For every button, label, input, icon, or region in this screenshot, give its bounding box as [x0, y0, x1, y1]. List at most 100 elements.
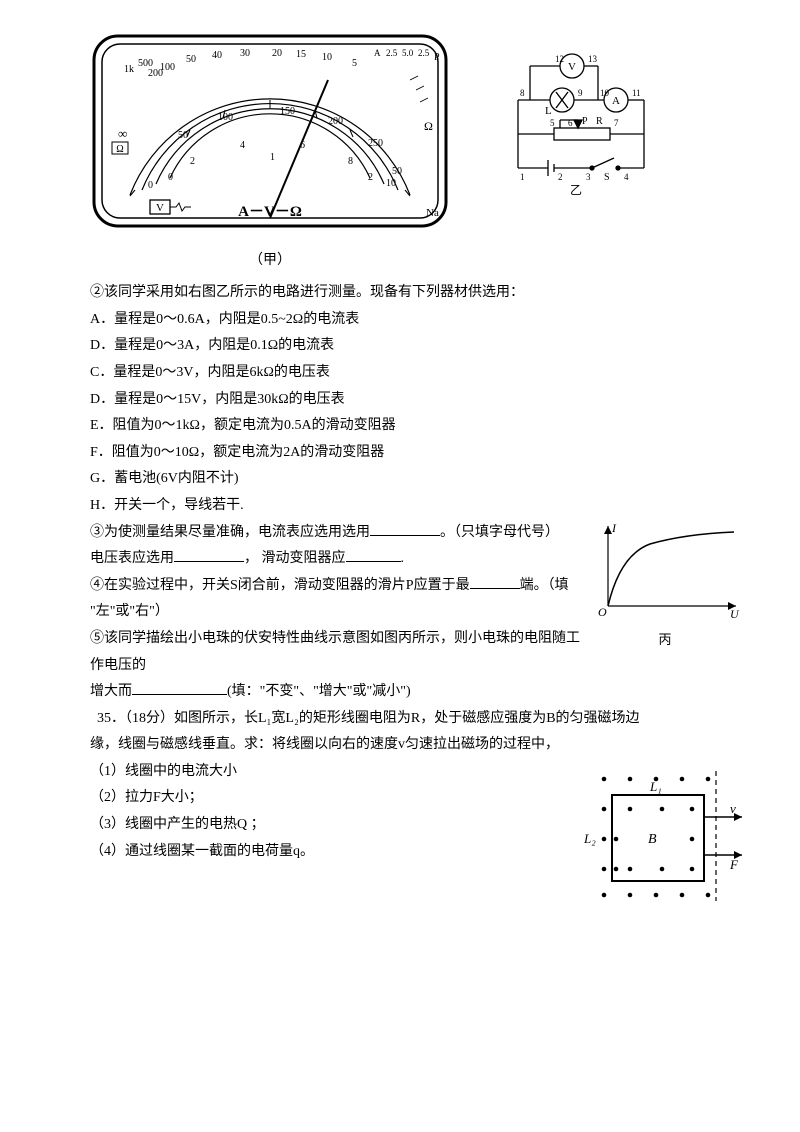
svg-text:V: V: [568, 61, 576, 73]
svg-text:v: v: [730, 801, 736, 816]
option-h: H．开关一个，导线若干.: [90, 493, 740, 520]
graph-bing: I U O 丙: [590, 520, 740, 653]
svg-text:12: 12: [555, 54, 564, 64]
svg-text:30: 30: [240, 48, 250, 59]
svg-text:1: 1: [270, 152, 275, 163]
q5b-tail: (填："不变"、"增大"或"减小"): [227, 684, 411, 699]
multimeter-svg: A－V－Ω 1k 500 200 100 50 40 30 20 15 10 5…: [90, 30, 450, 235]
svg-text:100: 100: [160, 62, 175, 73]
svg-text:1: 1: [520, 172, 525, 182]
svg-text:∞: ∞: [118, 126, 127, 141]
q3b-mid: ， 滑动变阻器应: [244, 551, 346, 566]
svg-text:250: 250: [368, 138, 383, 149]
svg-text:15: 15: [296, 49, 306, 60]
svg-text:3: 3: [586, 172, 591, 182]
svg-text:100: 100: [218, 112, 233, 123]
svg-text:R: R: [596, 116, 603, 127]
svg-text:0: 0: [148, 180, 153, 191]
svg-text:10: 10: [322, 52, 332, 63]
svg-text:Ω: Ω: [116, 144, 123, 155]
q4a-text: ④在实验过程中，开关S闭合前，滑动变阻器的滑片P应置于最: [90, 578, 470, 593]
svg-text:A: A: [612, 95, 620, 107]
svg-text:A－V－Ω: A－V－Ω: [238, 204, 302, 220]
svg-text:F: F: [729, 857, 739, 872]
q2-intro: ②该同学采用如右图乙所示的电路进行测量。现备有下列器材供选用：: [90, 280, 740, 307]
svg-text:40: 40: [212, 50, 222, 61]
svg-text:2.5: 2.5: [418, 48, 430, 58]
svg-text:Ω: Ω: [424, 119, 433, 133]
q4b-text: 端。（填: [520, 578, 569, 593]
q3a-text: ③为使测量结果尽量准确，电流表应选用选用: [90, 525, 370, 540]
svg-text:0: 0: [168, 172, 173, 183]
graph-caption: 丙: [590, 628, 740, 653]
blank-trend: [132, 680, 227, 695]
svg-text:2: 2: [368, 172, 373, 183]
page-container: A－V－Ω 1k 500 200 100 50 40 30 20 15 10 5…: [0, 0, 800, 959]
svg-text:50: 50: [178, 130, 188, 141]
svg-text:2: 2: [190, 156, 195, 167]
svg-text:8: 8: [348, 156, 353, 167]
q3b-pre: 电压表应选用: [90, 551, 174, 566]
q35-intro: 35．（18分）如图所示，长L₁宽L₂的矩形线圈电阻为R，处于磁感应强度为B的匀…: [90, 706, 740, 733]
svg-text:4: 4: [240, 140, 245, 151]
svg-text:L: L: [545, 105, 552, 117]
option-f: F．阻值为0～10Ω，额定电流为2A的滑动变阻器: [90, 440, 740, 467]
option-d: D．量程是0～15V，内阻是30kΩ的电压表: [90, 387, 740, 414]
q3b-tail: .: [401, 551, 405, 566]
coil-figure: L₁ L₂ B v F: [570, 765, 740, 916]
svg-text:13: 13: [588, 54, 598, 64]
option-a: A．量程是0～0.6A，内阻是0.5~2Ω的电流表: [90, 307, 740, 334]
svg-text:L₂: L₂: [583, 831, 596, 846]
option-c: C．量程是0～3V，内阻是6kΩ的电压表: [90, 360, 740, 387]
svg-text:50: 50: [186, 54, 196, 65]
blank-ammeter: [370, 521, 440, 536]
svg-text:P: P: [582, 116, 588, 127]
figure-row: A－V－Ω 1k 500 200 100 50 40 30 20 15 10 5…: [90, 30, 740, 274]
multimeter-figure: A－V－Ω 1k 500 200 100 50 40 30 20 15 10 5…: [90, 30, 450, 274]
svg-text:6: 6: [300, 140, 305, 151]
svg-text:5: 5: [550, 118, 555, 128]
svg-text:U: U: [730, 607, 740, 620]
svg-text:6: 6: [568, 118, 573, 128]
option-g: G．蓄电池(6V内阻不计): [90, 466, 740, 493]
svg-text:A: A: [374, 48, 381, 58]
svg-text:10: 10: [600, 88, 610, 98]
svg-text:2.5: 2.5: [386, 48, 398, 58]
svg-text:5.0: 5.0: [402, 48, 414, 58]
svg-text:B: B: [648, 832, 657, 847]
svg-text:S: S: [604, 172, 610, 183]
svg-text:4: 4: [624, 172, 629, 182]
meter-caption: （甲）: [90, 248, 450, 275]
svg-text:10: 10: [386, 178, 396, 189]
q3a-tail: 。（只填字母代号）: [440, 525, 559, 540]
svg-text:200: 200: [328, 116, 343, 127]
circuit-svg: V A L P R S 12 13 8 9 10 11 5 6 7 1 2 3 …: [500, 48, 660, 198]
svg-text:I: I: [611, 521, 617, 535]
graph-svg: I U O: [590, 520, 740, 620]
svg-text:150: 150: [280, 106, 295, 117]
svg-text:Na: Na: [426, 207, 439, 219]
svg-text:P: P: [434, 52, 440, 63]
svg-text:1k: 1k: [124, 64, 134, 75]
coil-svg: L₁ L₂ B v F: [570, 765, 750, 905]
blank-voltmeter: [174, 547, 244, 562]
q35-line2: 缘，线圈与磁感线垂直。求：将线圈以向右的速度v匀速拉出磁场的过程中，: [90, 732, 740, 759]
svg-text:2: 2: [558, 172, 563, 182]
svg-text:V: V: [156, 202, 164, 214]
blank-side: [470, 574, 520, 589]
svg-text:20: 20: [272, 48, 282, 59]
svg-text:7: 7: [614, 118, 619, 128]
svg-text:O: O: [598, 605, 607, 619]
svg-text:9: 9: [578, 88, 583, 98]
blank-rheostat: [346, 547, 401, 562]
svg-text:5: 5: [352, 58, 357, 69]
q5-line2: 增大而 (填："不变"、"增大"或"减小"): [90, 679, 740, 706]
svg-text:乙: 乙: [570, 183, 582, 197]
option-e: E．阻值为0～1kΩ，额定电流为0.5A的滑动变阻器: [90, 413, 740, 440]
svg-text:11: 11: [632, 88, 641, 98]
q5b-pre: 增大而: [90, 684, 132, 699]
option-b: D．量程是0～3A，内阻是0.1Ω的电流表: [90, 333, 740, 360]
svg-text:L₁: L₁: [649, 779, 662, 794]
circuit-yi: V A L P R S 12 13 8 9 10 11 5 6 7 1 2 3 …: [500, 48, 650, 209]
svg-text:50: 50: [392, 166, 402, 177]
